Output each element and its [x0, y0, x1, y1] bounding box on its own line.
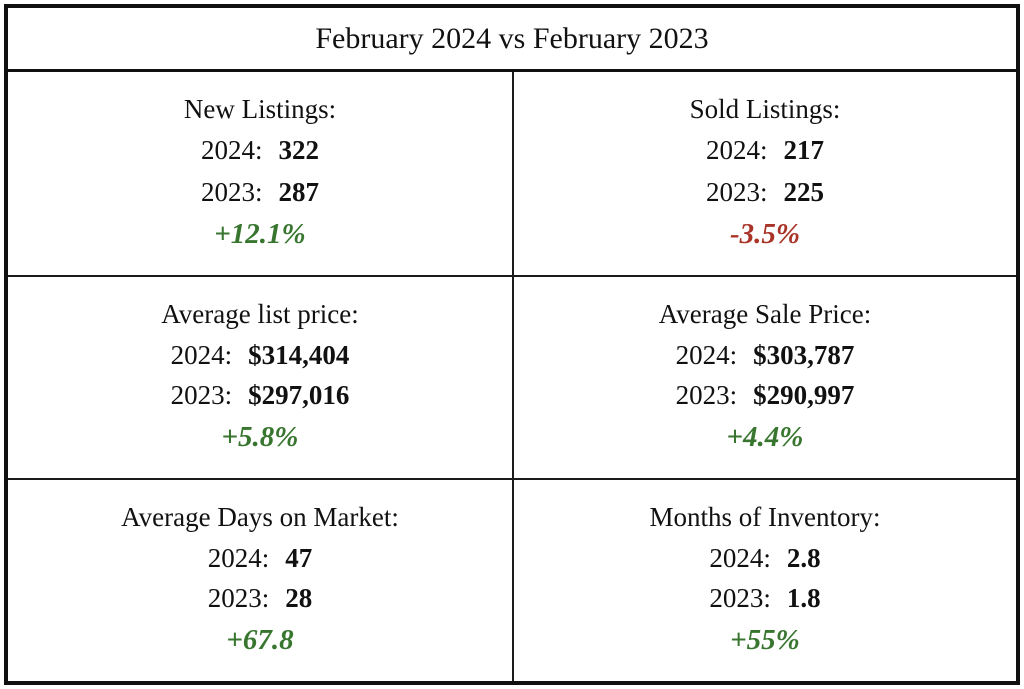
- table-title: February 2024 vs February 2023: [8, 8, 1016, 72]
- metric-label: Average list price:: [161, 298, 359, 329]
- metric-label: Average Days on Market:: [121, 501, 399, 532]
- stat-value-2023: 287: [278, 176, 320, 207]
- change-percentage: +5.8%: [221, 421, 299, 454]
- stat-value-2024: 2.8: [786, 542, 821, 573]
- stat-value-2023: $297,016: [248, 380, 350, 411]
- comparison-table: February 2024 vs February 2023 New Listi…: [4, 4, 1020, 685]
- metric-label: Average Sale Price:: [658, 298, 872, 329]
- stat-value-2024: 47: [285, 542, 313, 573]
- stat-2023: 2023: $297,016: [171, 380, 350, 411]
- stat-value-2024: 322: [278, 135, 320, 166]
- stat-2023: 2023: 1.8: [709, 583, 820, 614]
- change-percentage: +4.4%: [726, 421, 804, 454]
- stat-value-2023: $290,997: [753, 380, 855, 411]
- stat-value-2024: $303,787: [753, 339, 855, 370]
- stat-value-2024: $314,404: [248, 339, 350, 370]
- year-label: 2024:: [200, 135, 263, 166]
- stat-value-2023: 28: [285, 583, 313, 614]
- year-label: 2023:: [709, 583, 771, 614]
- change-percentage: +67.8: [226, 624, 294, 657]
- stat-2024: 2024: 322: [201, 135, 319, 166]
- year-label: 2023:: [170, 380, 233, 411]
- stat-2024: 2024: 217: [706, 135, 824, 166]
- year-label: 2024:: [705, 135, 768, 166]
- stat-value-2023: 1.8: [786, 583, 821, 614]
- stat-2024: 2024: 2.8: [709, 543, 820, 574]
- year-label: 2023:: [705, 176, 768, 207]
- cell-sold-listings: Sold Listings: 2024: 217 2023: 225 -3.5%: [512, 72, 1016, 275]
- stat-2023: 2023: 287: [201, 177, 319, 208]
- stat-2023: 2023: 28: [208, 583, 313, 614]
- cell-months-of-inventory: Months of Inventory: 2024: 2.8 2023: 1.8…: [512, 478, 1016, 681]
- change-percentage: +55%: [730, 624, 800, 657]
- year-label: 2023:: [200, 176, 263, 207]
- year-label: 2024:: [207, 542, 270, 573]
- cell-average-list-price: Average list price: 2024: $314,404 2023:…: [8, 275, 512, 478]
- year-label: 2023:: [207, 583, 270, 614]
- metric-label: New Listings:: [183, 94, 337, 125]
- stat-2024: 2024: $314,404: [171, 340, 350, 371]
- cell-average-days-on-market: Average Days on Market: 2024: 47 2023: 2…: [8, 478, 512, 681]
- change-percentage: +12.1%: [214, 217, 306, 250]
- change-percentage: -3.5%: [729, 217, 801, 250]
- year-label: 2024:: [675, 339, 738, 370]
- cell-new-listings: New Listings: 2024: 322 2023: 287 +12.1%: [8, 72, 512, 275]
- stat-value-2023: 225: [783, 176, 825, 207]
- metric-label: Sold Listings:: [689, 94, 841, 125]
- year-label: 2024:: [709, 542, 771, 573]
- stat-2024: 2024: 47: [208, 543, 313, 574]
- stat-2023: 2023: $290,997: [676, 380, 855, 411]
- year-label: 2024:: [170, 339, 233, 370]
- stat-2023: 2023: 225: [706, 177, 824, 208]
- metric-label: Months of Inventory:: [649, 501, 881, 532]
- stat-value-2024: 217: [783, 135, 825, 166]
- year-label: 2023:: [675, 380, 738, 411]
- stat-2024: 2024: $303,787: [676, 340, 855, 371]
- cell-average-sale-price: Average Sale Price: 2024: $303,787 2023:…: [512, 275, 1016, 478]
